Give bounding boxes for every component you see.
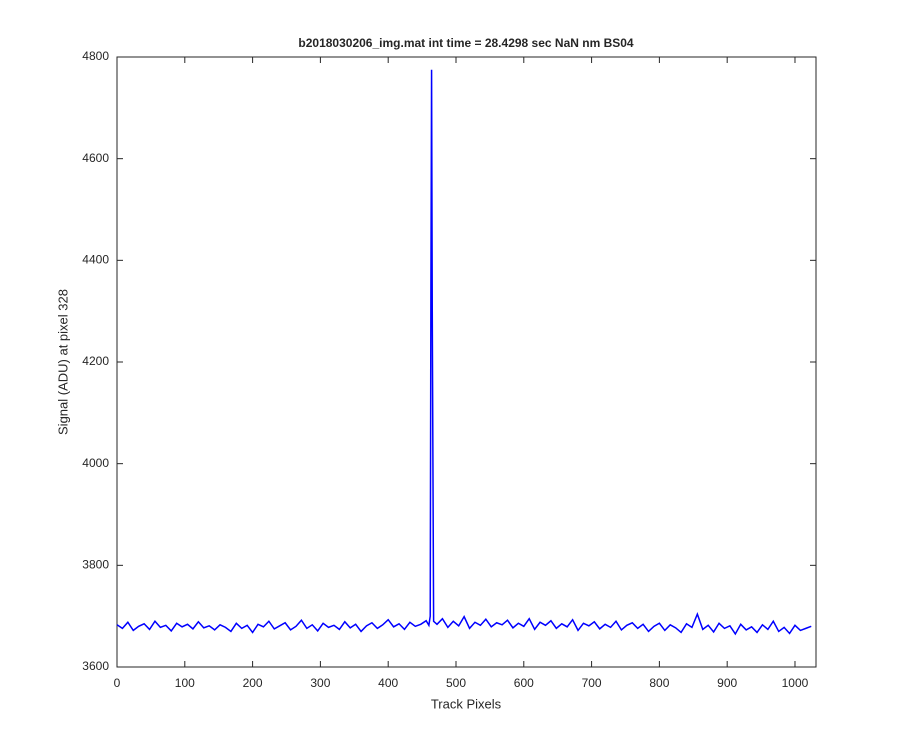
y-tick-label: 4800	[82, 49, 109, 63]
x-tick-label: 400	[378, 676, 398, 690]
y-tick-label: 3800	[82, 558, 109, 572]
y-tick-label: 4400	[82, 253, 109, 267]
x-tick-label: 0	[114, 676, 121, 690]
y-tick-label: 3600	[82, 659, 109, 673]
x-tick-label: 700	[582, 676, 602, 690]
x-tick-label: 800	[649, 676, 669, 690]
x-tick-label: 200	[243, 676, 263, 690]
x-tick-label: 1000	[782, 676, 809, 690]
y-axis-label: Signal (ADU) at pixel 328	[55, 289, 70, 435]
y-tick-label: 4200	[82, 354, 109, 368]
data-line	[116, 69, 812, 636]
x-tick-label: 100	[175, 676, 195, 690]
x-tick-label: 500	[446, 676, 466, 690]
x-tick-label: 600	[514, 676, 534, 690]
y-tick-label: 4600	[82, 151, 109, 165]
y-tick-label: 4000	[82, 456, 109, 470]
x-tick-label: 900	[717, 676, 737, 690]
chart-title: b2018030206_img.mat int time = 28.4298 s…	[298, 36, 634, 50]
x-axis-label: Track Pixels	[431, 696, 502, 711]
plot-frame	[116, 56, 817, 668]
x-tick-label: 300	[310, 676, 330, 690]
